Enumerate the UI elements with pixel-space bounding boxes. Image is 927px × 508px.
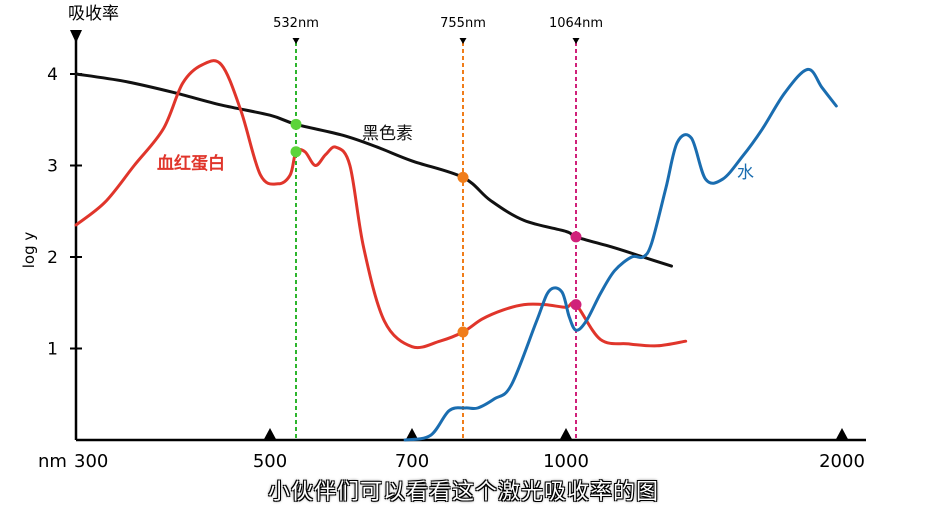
y-tick-label: 2: [47, 248, 58, 268]
x-tick-marker-icon: [835, 428, 849, 441]
y-ticks: 1 2 3 4: [47, 65, 82, 360]
series-labels: 黑色素 血红蛋白 水: [157, 124, 754, 183]
x-tick-marker-icon: [263, 428, 277, 441]
y-axis-title: 吸收率: [68, 4, 119, 24]
laser-pointer-icon: [459, 38, 467, 44]
x-tick-marker-icon: [559, 428, 573, 441]
intersection-marker: [457, 326, 469, 338]
x-tick-label: 1000: [543, 451, 589, 472]
series-label-melanin: 黑色素: [362, 124, 413, 144]
video-caption: 小伙伴们可以看看这个激光吸收率的图: [267, 480, 659, 505]
laser-label: 755nm: [440, 16, 486, 31]
x-tick-marker-icon: [405, 428, 419, 441]
x-tick-label: 500: [253, 451, 287, 472]
water-curve: [403, 67, 838, 442]
series-label-water: 水: [737, 163, 754, 183]
y-axis-label: log y: [20, 232, 38, 269]
series-group: [74, 59, 838, 442]
series-label-hemoglobin: 血红蛋白: [157, 153, 225, 174]
y-tick-label: 1: [47, 340, 58, 360]
markers-group: [290, 118, 582, 338]
laser-label: 1064nm: [549, 16, 603, 31]
laser-label: 532nm: [273, 16, 319, 31]
intersection-marker: [457, 171, 469, 183]
y-tick-label: 3: [47, 157, 58, 177]
laser-pointer-icon: [292, 38, 300, 44]
y-tick-label: 4: [47, 65, 58, 85]
intersection-marker: [570, 231, 582, 243]
absorption-chart: 吸收率 log y nm 1 2 3 4 300 500 700 1000 2000 532n…: [20, 4, 866, 472]
x-tick-label: 300: [74, 451, 108, 472]
x-tick-label: 700: [395, 451, 429, 472]
y-axis-arrow-icon: [70, 30, 82, 43]
melanin-curve: [74, 72, 673, 268]
intersection-marker: [290, 146, 302, 158]
x-tick-label: 2000: [819, 451, 865, 472]
hemoglobin-curve: [74, 59, 688, 350]
x-unit-label: nm: [38, 451, 67, 472]
laser-pointer-icon: [572, 38, 580, 44]
x-ticks: 300 500 700 1000 2000: [74, 428, 865, 472]
intersection-marker: [290, 118, 302, 130]
intersection-marker: [570, 299, 582, 311]
axes: 吸收率 log y nm: [20, 4, 866, 472]
